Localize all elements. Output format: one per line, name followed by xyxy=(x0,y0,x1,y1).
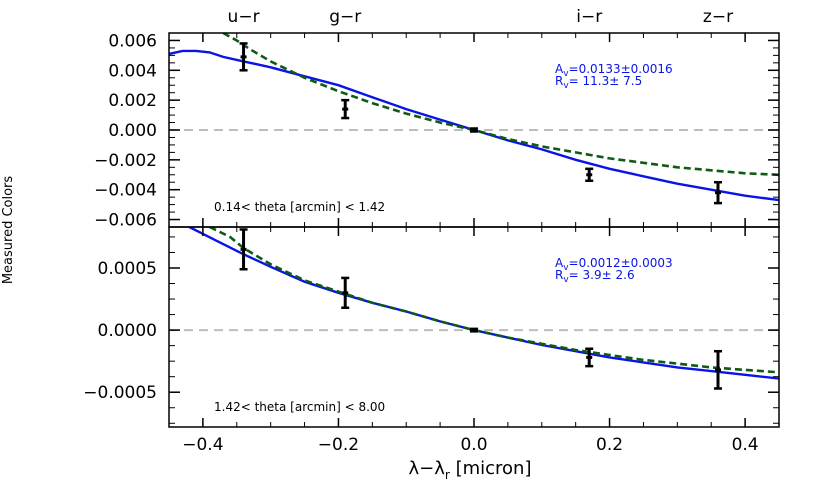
theta-range-note: 1.42< theta [arcmin] < 8.00 xyxy=(214,400,385,414)
data-point xyxy=(470,127,478,133)
x-tick-label: 0.2 xyxy=(596,435,623,455)
theta-range-note: 0.14< theta [arcmin] < 1.42 xyxy=(214,200,385,214)
model-curve-solid xyxy=(188,227,779,380)
fit-annotation-value: =0.0012±0.0003 xyxy=(569,256,673,270)
data-point xyxy=(585,167,594,182)
data-point xyxy=(714,349,722,390)
data-point xyxy=(585,347,594,368)
y-axis-label: Measured Colors xyxy=(1,176,16,285)
y-tick-label: −0.006 xyxy=(94,211,157,231)
band-labels: u−r g−r i−r z−r xyxy=(228,7,734,27)
y-tick-label: 0.0005 xyxy=(98,259,157,279)
x-axis-label-unit: [micron] xyxy=(450,458,532,479)
x-tick-label: 0.0 xyxy=(460,435,487,455)
x-axis-label-sub: r xyxy=(445,468,450,482)
model-curve-dashed xyxy=(222,33,779,177)
band-label: z−r xyxy=(703,7,733,27)
y-tick-label: −0.002 xyxy=(94,151,157,171)
svg-text:λ−λr [micron]: λ−λr [micron] xyxy=(409,458,532,482)
fit-annotation: Rv= 11.3± 7.5 xyxy=(555,74,642,91)
fit-annotation-sub: v xyxy=(563,263,569,273)
x-tick-label: −0.2 xyxy=(318,435,359,455)
fit-annotation-prefix: A xyxy=(555,256,564,270)
fit-annotation-sub: v xyxy=(563,81,569,91)
data-point xyxy=(341,276,350,309)
fit-annotation-value: = 3.9± 2.6 xyxy=(569,268,635,282)
fit-annotation-value: = 11.3± 7.5 xyxy=(569,74,643,88)
x-axis-label: λ−λr [micron] xyxy=(409,458,532,482)
fit-annotation: Av=0.0133±0.0016 xyxy=(555,62,673,79)
x-tick-label: −0.4 xyxy=(182,435,223,455)
y-tick-label: 0.0000 xyxy=(98,321,157,341)
model-curve-solid xyxy=(169,49,779,202)
y-tick-label: 0.002 xyxy=(108,91,157,111)
band-label: g−r xyxy=(329,7,361,27)
x-tick-label: 0.4 xyxy=(732,435,759,455)
y-tick-label: 0.006 xyxy=(108,31,157,51)
fit-annotation-prefix: A xyxy=(555,62,564,76)
data-point xyxy=(470,327,478,333)
band-label: u−r xyxy=(228,7,260,27)
data-point xyxy=(239,42,248,72)
y-tick-label: 0.000 xyxy=(108,121,157,141)
panel-bottom: −0.4 −0.2 0.0 0.2 0.4 0.0005 0.0000 −0.0005 Av=0… xyxy=(83,226,780,455)
data-point xyxy=(239,228,248,271)
data-point xyxy=(341,98,350,120)
fit-annotation-sub: v xyxy=(563,275,569,285)
data-point xyxy=(714,180,722,205)
fit-annotation: Rv= 3.9± 2.6 xyxy=(555,268,635,285)
fit-annotation-value: =0.0133±0.0016 xyxy=(569,62,673,76)
fit-annotation-prefix: R xyxy=(555,74,563,88)
band-label: i−r xyxy=(576,7,602,27)
y-tick-label: −0.004 xyxy=(94,181,157,201)
fit-annotation: Av=0.0012±0.0003 xyxy=(555,256,673,273)
y-tick-label: −0.0005 xyxy=(83,383,157,403)
fit-annotation-sub: v xyxy=(563,69,569,79)
panel-top: 0.006 0.004 0.002 0.000 −0.002 −0.004 −0.006 Av… xyxy=(94,31,780,231)
fit-annotation-prefix: R xyxy=(555,268,563,282)
x-axis-label-main: λ−λ xyxy=(409,458,446,479)
model-curve-dashed xyxy=(209,227,779,374)
y-tick-label: 0.004 xyxy=(108,61,157,81)
